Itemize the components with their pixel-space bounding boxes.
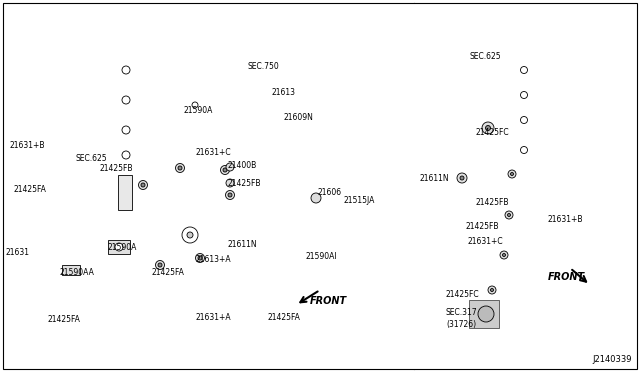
Circle shape bbox=[511, 173, 513, 176]
Text: 21425FA: 21425FA bbox=[48, 315, 81, 324]
Circle shape bbox=[192, 102, 198, 108]
Text: 21425FB: 21425FB bbox=[476, 198, 509, 207]
Text: 21425FC: 21425FC bbox=[446, 290, 479, 299]
Circle shape bbox=[508, 214, 511, 217]
Text: 21631+C: 21631+C bbox=[468, 237, 504, 246]
Text: SEC.625: SEC.625 bbox=[76, 154, 108, 163]
Text: FRONT: FRONT bbox=[310, 296, 347, 306]
Circle shape bbox=[158, 263, 162, 267]
Circle shape bbox=[520, 67, 527, 74]
Circle shape bbox=[505, 211, 513, 219]
Circle shape bbox=[178, 166, 182, 170]
Text: 21425FB: 21425FB bbox=[466, 222, 499, 231]
Text: SEC.317: SEC.317 bbox=[446, 308, 477, 317]
Polygon shape bbox=[330, 155, 380, 245]
Circle shape bbox=[500, 251, 508, 259]
Circle shape bbox=[228, 193, 232, 197]
Circle shape bbox=[122, 66, 130, 74]
Circle shape bbox=[482, 122, 494, 134]
Circle shape bbox=[141, 183, 145, 187]
Text: 21425FA: 21425FA bbox=[152, 268, 185, 277]
Text: J2140339: J2140339 bbox=[593, 355, 632, 364]
Text: 21631+A: 21631+A bbox=[196, 313, 232, 322]
Text: SEC.750: SEC.750 bbox=[248, 62, 280, 71]
Text: 21613: 21613 bbox=[272, 88, 296, 97]
Text: 21631+C: 21631+C bbox=[195, 148, 230, 157]
Circle shape bbox=[175, 164, 184, 173]
Text: 21631+B: 21631+B bbox=[548, 215, 584, 224]
Circle shape bbox=[486, 125, 490, 131]
Text: 21425FA: 21425FA bbox=[268, 313, 301, 322]
Polygon shape bbox=[165, 210, 215, 255]
Text: SEC.625: SEC.625 bbox=[470, 52, 502, 61]
Polygon shape bbox=[514, 40, 542, 320]
Circle shape bbox=[502, 253, 506, 257]
Text: 21611N: 21611N bbox=[228, 240, 258, 249]
Text: 21606: 21606 bbox=[318, 188, 342, 197]
Text: 21631+B: 21631+B bbox=[10, 141, 45, 150]
Circle shape bbox=[223, 168, 227, 172]
Circle shape bbox=[122, 151, 130, 159]
Circle shape bbox=[122, 96, 130, 104]
Circle shape bbox=[508, 170, 516, 178]
Circle shape bbox=[156, 260, 164, 269]
Circle shape bbox=[226, 163, 234, 171]
Circle shape bbox=[460, 176, 464, 180]
Text: 21400B: 21400B bbox=[228, 161, 257, 170]
Circle shape bbox=[520, 116, 527, 124]
Circle shape bbox=[478, 306, 494, 322]
Text: 21609N: 21609N bbox=[284, 113, 314, 122]
Polygon shape bbox=[462, 295, 509, 340]
Bar bbox=[108, 240, 130, 254]
Circle shape bbox=[457, 173, 467, 183]
Text: 21425FB: 21425FB bbox=[228, 179, 262, 188]
Text: 21425FB: 21425FB bbox=[100, 164, 134, 173]
Bar bbox=[118, 175, 132, 210]
Polygon shape bbox=[148, 48, 205, 100]
Circle shape bbox=[221, 166, 230, 174]
Text: 21611N: 21611N bbox=[420, 174, 450, 183]
Circle shape bbox=[520, 92, 527, 99]
Circle shape bbox=[311, 193, 321, 203]
Text: 21590AA: 21590AA bbox=[60, 268, 95, 277]
Text: 21613+A: 21613+A bbox=[196, 255, 232, 264]
Circle shape bbox=[195, 253, 205, 263]
Text: 21590A: 21590A bbox=[183, 106, 212, 115]
Bar bbox=[62, 265, 80, 275]
Text: 21515JA: 21515JA bbox=[344, 196, 376, 205]
Circle shape bbox=[225, 190, 234, 199]
Text: 21590A: 21590A bbox=[108, 243, 138, 252]
Polygon shape bbox=[115, 50, 148, 300]
Circle shape bbox=[122, 126, 130, 134]
Text: 21425FC: 21425FC bbox=[476, 128, 509, 137]
Polygon shape bbox=[240, 80, 272, 98]
Text: 21425FA: 21425FA bbox=[14, 185, 47, 194]
Bar bbox=[469, 300, 499, 328]
Polygon shape bbox=[178, 98, 215, 112]
Text: 21631: 21631 bbox=[6, 248, 30, 257]
Polygon shape bbox=[225, 160, 310, 230]
Polygon shape bbox=[532, 35, 579, 105]
Circle shape bbox=[490, 289, 493, 292]
Circle shape bbox=[226, 179, 234, 187]
Polygon shape bbox=[295, 105, 330, 165]
Circle shape bbox=[187, 232, 193, 238]
Circle shape bbox=[488, 286, 496, 294]
Circle shape bbox=[115, 243, 123, 251]
Text: (31726): (31726) bbox=[446, 320, 476, 329]
Circle shape bbox=[198, 256, 202, 260]
Text: 21590AI: 21590AI bbox=[305, 252, 337, 261]
Text: FRONT: FRONT bbox=[548, 272, 585, 282]
Circle shape bbox=[138, 180, 147, 189]
Circle shape bbox=[182, 227, 198, 243]
Circle shape bbox=[520, 147, 527, 154]
